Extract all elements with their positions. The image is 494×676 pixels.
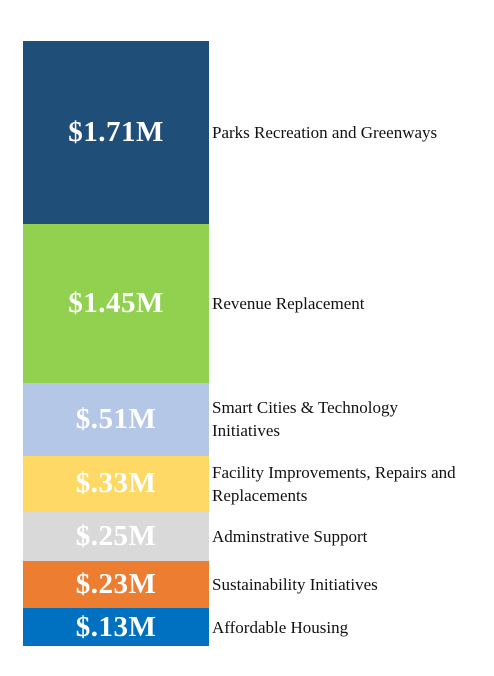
value-label: $.23M	[75, 568, 157, 600]
category-label: Revenue Replacement	[212, 293, 365, 313]
bar-segment: $.33M	[23, 455, 209, 512]
bar-segment: $1.45M	[23, 223, 209, 383]
value-label: $.51M	[75, 402, 157, 435]
category-label: Parks Recreation and Greenways	[212, 122, 438, 142]
value-label: $.25M	[75, 519, 157, 552]
category-label: Facility Improvements, Repairs and Repla…	[212, 462, 456, 505]
bar-segment: $.13M	[23, 608, 209, 646]
value-label: $.33M	[75, 467, 157, 500]
bar-segment: $1.71M	[23, 41, 209, 224]
category-label: Adminstrative Support	[212, 526, 368, 546]
category-label: Sustainability Initiatives	[212, 575, 378, 594]
value-label: $.13M	[75, 610, 157, 643]
value-label: $1.71M	[68, 115, 164, 148]
category-label: Smart Cities & Technology Initiatives	[212, 398, 398, 441]
category-label: Affordable Housing	[212, 617, 349, 637]
bar-segment: $.51M	[23, 382, 209, 456]
bar-segment: $.25M	[23, 512, 209, 561]
value-label: $1.45M	[68, 286, 164, 319]
bar-segment: $.23M	[23, 560, 209, 609]
